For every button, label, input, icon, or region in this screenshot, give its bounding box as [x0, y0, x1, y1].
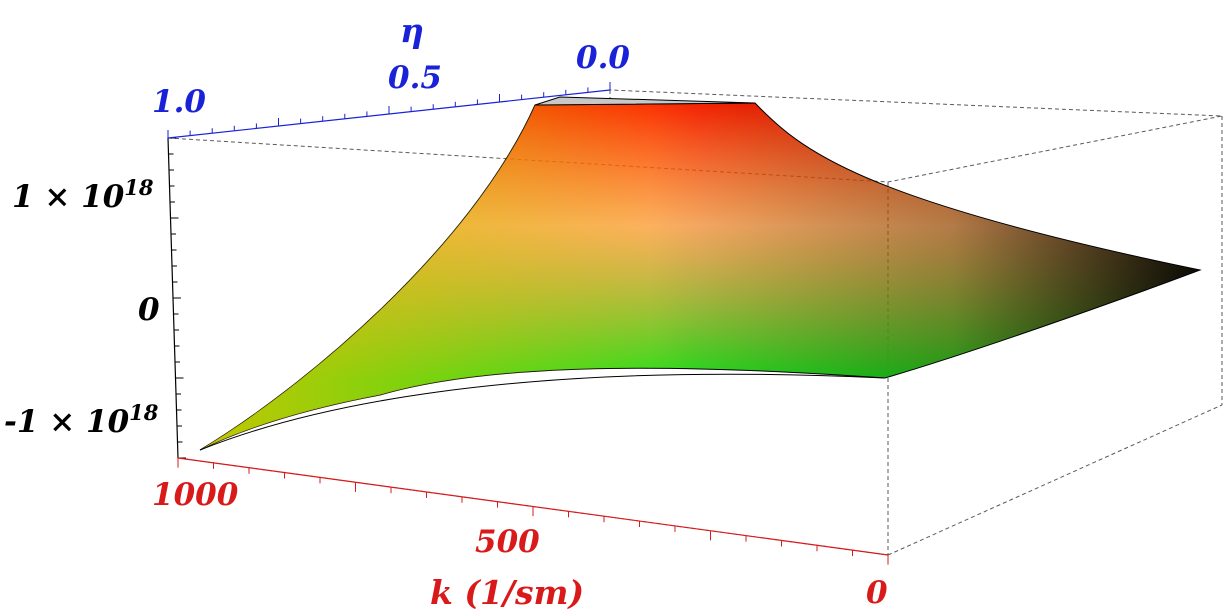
surface-dark-shade: [200, 103, 1200, 450]
eta-axis-ticks: [167, 82, 611, 138]
z-tick-label-1e18: 1 × 1018: [12, 175, 154, 215]
eta-tick-label-0.0: 0.0: [576, 40, 630, 76]
k-tick-label-1000: 1000: [152, 477, 239, 513]
x-axis: [177, 457, 889, 565]
surface-top-cap: [534, 96, 756, 106]
k-tick-label-0: 0: [866, 575, 888, 611]
k-tick-label-500: 500: [475, 524, 540, 560]
x-axis-ticks: [177, 458, 889, 565]
eta-axis-title: η: [400, 11, 424, 50]
z-axis: [167, 137, 186, 459]
z-tick-label-0: 0: [138, 292, 160, 328]
z-tick-label-neg1e18: -1 × 1018: [4, 400, 159, 440]
surface: [199, 96, 1202, 451]
eta-axis: [167, 82, 611, 139]
eta-tick-label-1.0: 1.0: [152, 84, 206, 120]
eta-tick-label-0.5: 0.5: [388, 60, 442, 96]
z-axis-ticks: [168, 137, 186, 459]
surface-front-edge: [199, 373, 886, 451]
k-axis-title: k (1/sm): [430, 573, 584, 612]
